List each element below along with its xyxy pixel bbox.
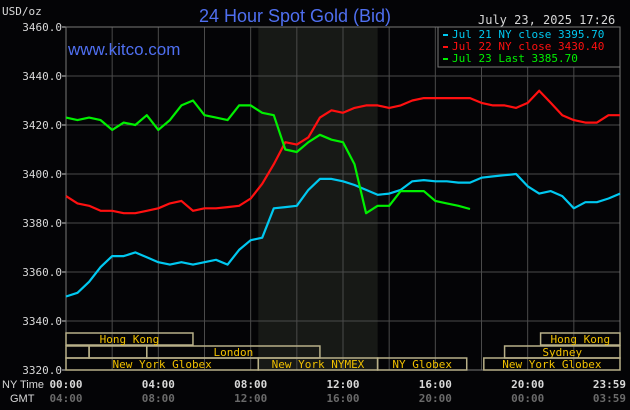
timestamp: July 23, 2025 17:26 xyxy=(478,13,615,27)
session-label: Hong Kong xyxy=(100,333,160,346)
y-tick-label: 3380.0 xyxy=(22,217,62,230)
x-tick-label-ny: 12:00 xyxy=(326,378,359,391)
y-axis-label: USD/oz xyxy=(2,5,42,18)
y-tick-label: 3420.0 xyxy=(22,119,62,132)
legend-entry: Jul 22 NY close 3430.40 xyxy=(452,40,604,53)
chart-title: 24 Hour Spot Gold (Bid) xyxy=(199,6,391,26)
y-tick-label: 3360.0 xyxy=(22,266,62,279)
y-tick-label: 3340.0 xyxy=(22,315,62,328)
y-tick-label: 3400.0 xyxy=(22,168,62,181)
x-tick-label-gmt: 03:59 xyxy=(593,392,626,405)
x-tick-label-ny: 00:00 xyxy=(49,378,82,391)
session-box xyxy=(88,345,148,359)
x-tick-label-gmt: 00:00 xyxy=(511,392,544,405)
session-label: New York Globex xyxy=(112,358,212,371)
nymex-shade xyxy=(258,27,378,370)
session-box xyxy=(65,332,194,346)
x-tick-label-gmt: 20:00 xyxy=(419,392,452,405)
x-tick-label-ny: 16:00 xyxy=(419,378,452,391)
session-label: Sydney xyxy=(542,346,582,359)
x-tick-label-ny: 08:00 xyxy=(234,378,267,391)
session-box xyxy=(65,345,90,359)
session-label: New York NYMEX xyxy=(272,358,365,371)
y-tick-label: 3440.0 xyxy=(22,70,62,83)
x-tick-label-ny: 20:00 xyxy=(511,378,544,391)
x-tick-label-gmt: 12:00 xyxy=(234,392,267,405)
x-tick-label-gmt: 08:00 xyxy=(142,392,175,405)
x-tick-label-gmt: 04:00 xyxy=(49,392,82,405)
session-label: London xyxy=(213,346,253,359)
series-line-jul23 xyxy=(65,99,471,215)
x-tick-label-ny: 04:00 xyxy=(142,378,175,391)
session-label: Hong Kong xyxy=(550,333,610,346)
legend-entry: Jul 21 NY close 3395.70 xyxy=(452,28,604,41)
session-box xyxy=(539,332,621,346)
gmt-label: GMT xyxy=(10,393,35,405)
x-tick-label-gmt: 16:00 xyxy=(326,392,359,405)
y-tick-label: 3320.0 xyxy=(22,364,62,377)
session-label: NY Globex xyxy=(392,358,452,371)
kitco-watermark: www.kitco.com xyxy=(67,40,180,59)
session-box xyxy=(376,357,468,371)
series-line-jul22 xyxy=(65,89,620,215)
legend-entry: Jul 23 Last 3385.70 xyxy=(452,52,578,65)
x-tick-label-ny: 23:59 xyxy=(593,378,626,391)
session-box xyxy=(483,357,621,371)
y-tick-label: 3460.0 xyxy=(22,21,62,34)
series-line-jul21 xyxy=(65,172,621,298)
legend-box xyxy=(437,26,621,68)
ny-time-label: NY Time xyxy=(2,379,44,391)
session-label: New York Globex xyxy=(502,358,602,371)
